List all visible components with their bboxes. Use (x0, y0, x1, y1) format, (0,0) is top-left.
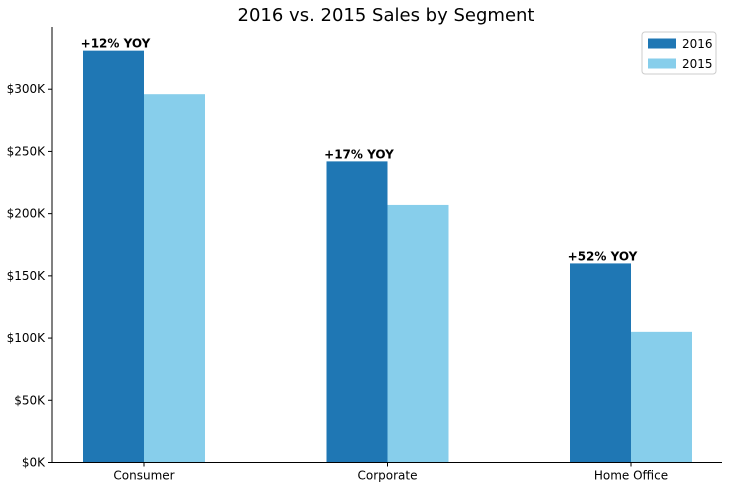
bar-labels-group: +12% YOY +17% YOY +52% YOY (81, 37, 638, 264)
legend-label-2015: 2015 (682, 57, 713, 71)
y-ticks-group: $0K $50K $100K $150K $200K $250K $300K (7, 82, 52, 470)
legend-swatch-2015 (648, 58, 676, 69)
chart-title: 2016 vs. 2015 Sales by Segment (238, 5, 535, 26)
legend-swatch-2016 (648, 38, 676, 49)
bar-2016-corporate (326, 161, 388, 463)
bar-2016-consumer (83, 50, 144, 463)
y-tick-label: $50K (14, 393, 46, 407)
x-tick-label: Home Office (594, 469, 668, 483)
legend-label-2016: 2016 (682, 37, 713, 51)
bar-2015-corporate (387, 204, 449, 463)
bar-2016-home-office (570, 263, 631, 463)
x-tick-label: Consumer (113, 469, 174, 483)
legend: 2016 2015 (641, 31, 717, 75)
bar-2015-home-office (631, 331, 692, 463)
y-tick-label: $200K (7, 207, 47, 221)
y-tick-label: $150K (7, 269, 47, 283)
bar-2015-consumer (144, 94, 205, 463)
y-tick-label: $0K (22, 456, 46, 470)
x-tick-label: Corporate (358, 469, 418, 483)
y-tick-label: $250K (7, 144, 47, 158)
y-tick-label: $300K (7, 82, 47, 96)
bar-label-yoy: +17% YOY (324, 147, 394, 161)
bar-label-yoy: +52% YOY (568, 249, 638, 263)
bars-group (83, 50, 692, 463)
y-tick-label: $100K (7, 331, 47, 345)
x-ticks-group: Consumer Corporate Home Office (113, 462, 668, 483)
bar-label-yoy: +12% YOY (81, 37, 151, 51)
